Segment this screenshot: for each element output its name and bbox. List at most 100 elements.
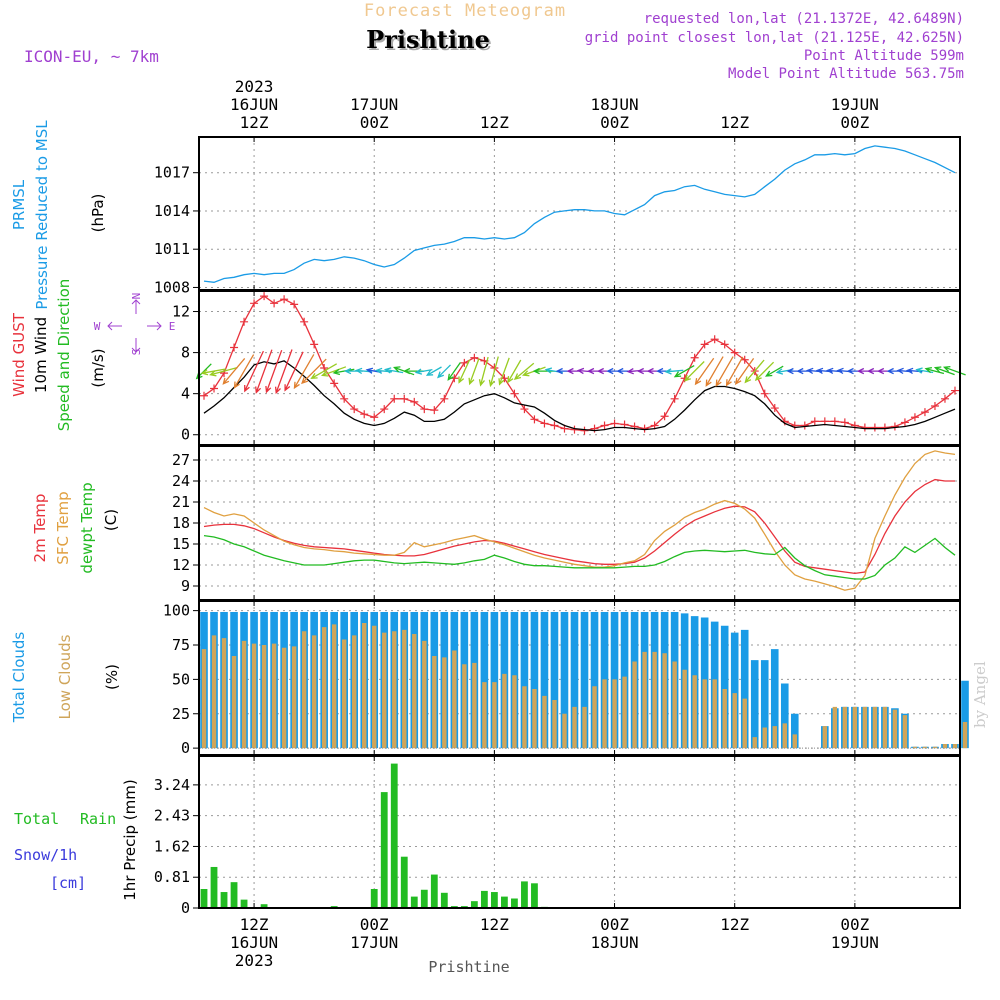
low-cloud-bar [772, 726, 777, 749]
y-tick-label: 75 [172, 636, 190, 654]
y-tick-label: 24 [172, 472, 190, 490]
gust-marker [640, 424, 649, 433]
wind-unit: (m/s) [89, 348, 107, 387]
low-cloud-bar [762, 727, 767, 749]
gust-marker [460, 358, 469, 367]
total-cloud-bar [760, 660, 769, 749]
precip-bar [210, 866, 218, 908]
y-tick-label: 18 [172, 514, 190, 532]
low-cloud-bar [291, 646, 297, 749]
gust-marker [570, 425, 579, 434]
wind-arrow [498, 357, 510, 386]
cloud-unit: (%) [103, 664, 121, 690]
gust-marker [850, 421, 859, 430]
temp-label-2: dewpt Temp [78, 482, 96, 573]
low-cloud-bar [452, 650, 457, 749]
top-year-label: 2023 [235, 77, 274, 96]
low-cloud-bar [412, 634, 417, 749]
prmsl-label: PRMSL [10, 179, 28, 230]
low-cloud-bar [742, 698, 747, 749]
total-clouds-label: Total Clouds [10, 632, 28, 724]
low-cloud-bar [241, 640, 247, 749]
wind-arrow [705, 356, 724, 387]
gust-marker [390, 394, 399, 403]
wind-arrow [244, 350, 264, 393]
bottom-date-label: 19JUN [831, 933, 879, 952]
low-cloud-bar [682, 669, 687, 749]
wind-arrow [332, 368, 355, 376]
precip-bar [440, 892, 448, 908]
total-cloud-bar [740, 629, 749, 749]
total-cloud-bar [530, 612, 539, 749]
compass-n: N [130, 293, 143, 300]
total-label: Total [14, 810, 59, 828]
wind-arrow [320, 366, 347, 377]
top-date-label: 18JUN [590, 95, 638, 114]
precip-bar [410, 896, 418, 908]
gust-marker [440, 394, 449, 403]
location-title-front: Prishtine [366, 25, 490, 54]
bottom-year-label: 2023 [235, 951, 274, 970]
top-hour-label: 12Z [480, 113, 509, 132]
low-cloud-bar [231, 656, 237, 749]
low-cloud-bar [612, 679, 617, 749]
wind-arrow [694, 357, 715, 386]
bottom-hour-label: 00Z [600, 915, 629, 934]
panel-frame [198, 755, 961, 909]
low-cloud-bar [922, 746, 928, 749]
pressure-label: Pressure Reduced to MSL [33, 120, 51, 310]
low-cloud-bar [492, 682, 497, 749]
wind-arrow [764, 365, 784, 377]
low-cloud-bar [422, 640, 427, 749]
precip-bar [400, 856, 408, 908]
y-tick-label: 8 [181, 344, 190, 362]
bottom-date-label: 18JUN [590, 933, 638, 952]
low-cloud-bar [592, 686, 597, 749]
total-cloud-bar [750, 660, 759, 749]
wind-arrow [488, 356, 499, 388]
low-cloud-bar [642, 651, 647, 749]
gust-marker [760, 389, 769, 398]
gust-marker [260, 292, 269, 301]
low-clouds-label: Low Clouds [56, 634, 74, 719]
gust-marker [610, 419, 619, 428]
low-cloud-bar [892, 709, 898, 749]
low-cloud-bar [512, 675, 517, 749]
wind-arrow [414, 368, 433, 375]
series-line-wind-gust [203, 295, 956, 432]
bottom-hour-label: 00Z [360, 915, 389, 934]
gust-marker [840, 418, 849, 427]
series-line-sfc-temp [203, 450, 956, 591]
low-cloud-bar [962, 722, 968, 749]
y-tick-label: 1011 [154, 240, 190, 258]
temp-label-1: SFC Temp [54, 491, 72, 564]
low-cloud-bar [672, 661, 677, 749]
forecast-subtitle: Forecast Meteogram [364, 1, 566, 21]
y-tick-label: 25 [172, 705, 190, 723]
precip-bar [390, 763, 398, 908]
y-tick-label: 0 [181, 426, 190, 444]
gust-marker [400, 394, 409, 403]
total-cloud-bar [520, 612, 529, 749]
gust-marker [740, 355, 749, 364]
wind-arrow [664, 368, 684, 375]
low-cloud-bar [652, 651, 657, 749]
low-cloud-bar [362, 623, 367, 749]
gust-marker [790, 421, 799, 430]
model-label: ICON-EU, ~ 7km [24, 47, 159, 66]
wind-arrow [478, 356, 489, 387]
model-altitude: Model Point Altitude 563.75m [728, 66, 964, 82]
gust-marker [700, 340, 709, 349]
temp-label-0: 2m Temp [31, 494, 49, 563]
gust-marker [300, 317, 309, 326]
low-cloud-bar [281, 647, 287, 749]
low-cloud-bar [482, 682, 487, 749]
gust-marker [530, 415, 539, 424]
gust-marker [270, 299, 279, 308]
low-cloud-bar [251, 643, 257, 749]
gust-marker [290, 300, 299, 309]
low-cloud-bar [341, 639, 347, 749]
low-cloud-bar [201, 649, 207, 749]
wind-arrow [754, 361, 775, 381]
gust-marker [890, 422, 899, 431]
